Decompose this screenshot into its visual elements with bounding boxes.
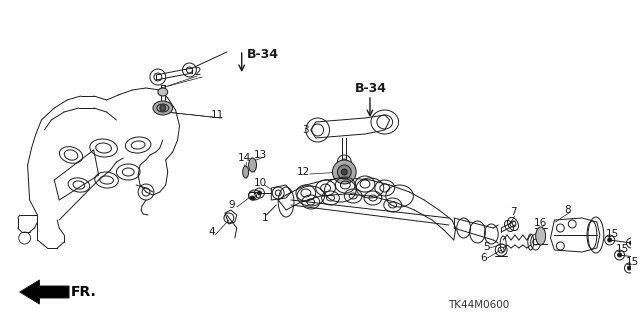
Text: TK44M0600: TK44M0600 [448,300,509,310]
Text: 11: 11 [211,110,223,120]
Text: 9: 9 [228,200,235,210]
Circle shape [608,238,612,242]
Text: 16: 16 [534,218,547,228]
Text: 7: 7 [509,207,516,217]
Ellipse shape [153,101,173,115]
Text: 4: 4 [209,227,216,237]
Text: 8: 8 [564,205,571,215]
Text: 15: 15 [605,229,619,239]
Circle shape [341,169,348,175]
Circle shape [251,196,255,200]
Circle shape [639,256,640,260]
Text: 14: 14 [238,153,252,163]
Circle shape [618,253,621,257]
Text: 3: 3 [302,125,308,135]
Text: 12: 12 [297,167,310,177]
Text: 5: 5 [483,242,490,252]
Text: B-34: B-34 [246,48,278,62]
Circle shape [629,241,634,245]
Text: 10: 10 [254,178,267,188]
Text: 2: 2 [194,67,200,77]
Circle shape [160,105,166,111]
Text: 13: 13 [254,150,267,160]
Text: 1: 1 [261,213,268,223]
Text: 15: 15 [625,257,639,267]
Ellipse shape [536,227,545,245]
Polygon shape [20,280,69,304]
Ellipse shape [158,88,168,96]
Text: 15: 15 [616,244,629,254]
Text: FR.: FR. [71,285,97,299]
Circle shape [337,165,351,179]
Circle shape [627,266,632,270]
Ellipse shape [243,166,248,178]
Text: 6: 6 [480,253,487,263]
Ellipse shape [248,158,257,172]
Circle shape [332,160,356,184]
Text: B-34: B-34 [355,81,387,94]
Circle shape [257,191,261,195]
